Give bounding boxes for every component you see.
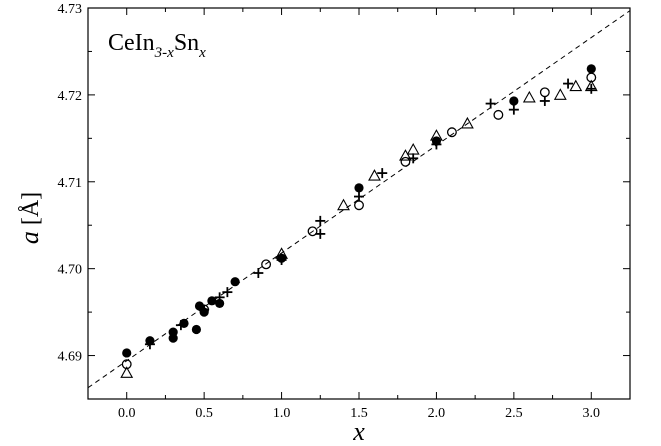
filled-circle-point <box>354 183 364 193</box>
annotation-sub-1: 3-x <box>154 45 174 61</box>
y-tick-label: 4.69 <box>58 350 83 365</box>
open-triangle-point <box>120 366 134 378</box>
filled-circle-point <box>215 298 225 309</box>
plus-point <box>539 95 550 106</box>
y-axis-label: a [Å] <box>15 192 44 244</box>
open-circle-point <box>354 200 364 211</box>
open-triangle-point <box>553 88 567 100</box>
plus-point <box>276 254 287 265</box>
plus-point <box>377 168 388 179</box>
x-tick-label: 1.0 <box>273 406 291 421</box>
plus-point <box>408 153 419 164</box>
filled-circle-point <box>191 324 201 335</box>
open-circle-point <box>493 109 504 120</box>
plus-point <box>144 339 155 350</box>
y-tick-label: 4.70 <box>58 263 83 278</box>
open-triangle-point <box>406 142 420 155</box>
annotation-mid: Sn <box>174 30 199 56</box>
x-tick-labels: 0.0 0.5 1.0 1.5 2.0 2.5 3.0 <box>118 406 600 421</box>
axis-ticks <box>87 7 631 400</box>
plus-point <box>175 320 186 331</box>
open-circle-point <box>307 226 318 237</box>
plus-point <box>253 268 264 279</box>
y-axis-label-unit: [Å] <box>18 192 44 225</box>
y-axis-label-symbol: a <box>15 231 44 244</box>
x-axis-label: x <box>352 417 365 446</box>
plus-point <box>214 292 225 303</box>
open-circle-point <box>446 127 457 138</box>
filled-circle-point <box>207 296 217 306</box>
plus-point <box>431 139 442 150</box>
y-tick-label: 4.73 <box>58 2 83 17</box>
open-triangle-point <box>522 90 536 103</box>
x-tick-label: 1.5 <box>350 406 368 421</box>
plus-point <box>315 215 326 226</box>
filled-circle-point <box>122 348 132 358</box>
plus-point <box>586 83 597 94</box>
plus-point <box>485 98 496 109</box>
plus-point <box>508 104 519 115</box>
annotation-base: CeIn <box>108 30 155 56</box>
filled-circle-point <box>586 64 596 74</box>
data-points-layer <box>120 64 598 378</box>
x-tick-label: 2.5 <box>505 406 523 421</box>
open-circle-point <box>400 156 411 167</box>
open-triangle-point <box>368 169 381 181</box>
filled-circle-point <box>230 277 240 287</box>
annotation-sub-2: x <box>198 45 206 61</box>
open-triangle-point <box>569 79 583 92</box>
x-tick-label: 2.0 <box>428 406 446 421</box>
open-circle-point <box>261 259 272 270</box>
plus-point <box>199 304 210 315</box>
y-tick-label: 4.71 <box>58 176 83 191</box>
plus-point <box>222 287 233 298</box>
open-triangle-point <box>337 198 350 211</box>
plus-point <box>315 228 326 239</box>
y-tick-label: 4.72 <box>58 89 83 104</box>
plus-point <box>563 78 574 89</box>
y-tick-labels: 4.69 4.70 4.71 4.72 4.73 <box>58 2 83 365</box>
compound-annotation: CeIn3-xSnx <box>108 30 206 61</box>
x-tick-label: 3.0 <box>583 406 601 421</box>
open-circle-point <box>539 87 550 98</box>
filled-circle-point <box>168 327 178 337</box>
open-triangle-point <box>460 116 474 129</box>
x-tick-label: 0.0 <box>118 406 136 421</box>
open-triangle-point <box>399 149 412 161</box>
x-tick-label: 0.5 <box>195 406 213 421</box>
filled-circle-point <box>509 96 519 106</box>
plus-point <box>354 191 364 202</box>
